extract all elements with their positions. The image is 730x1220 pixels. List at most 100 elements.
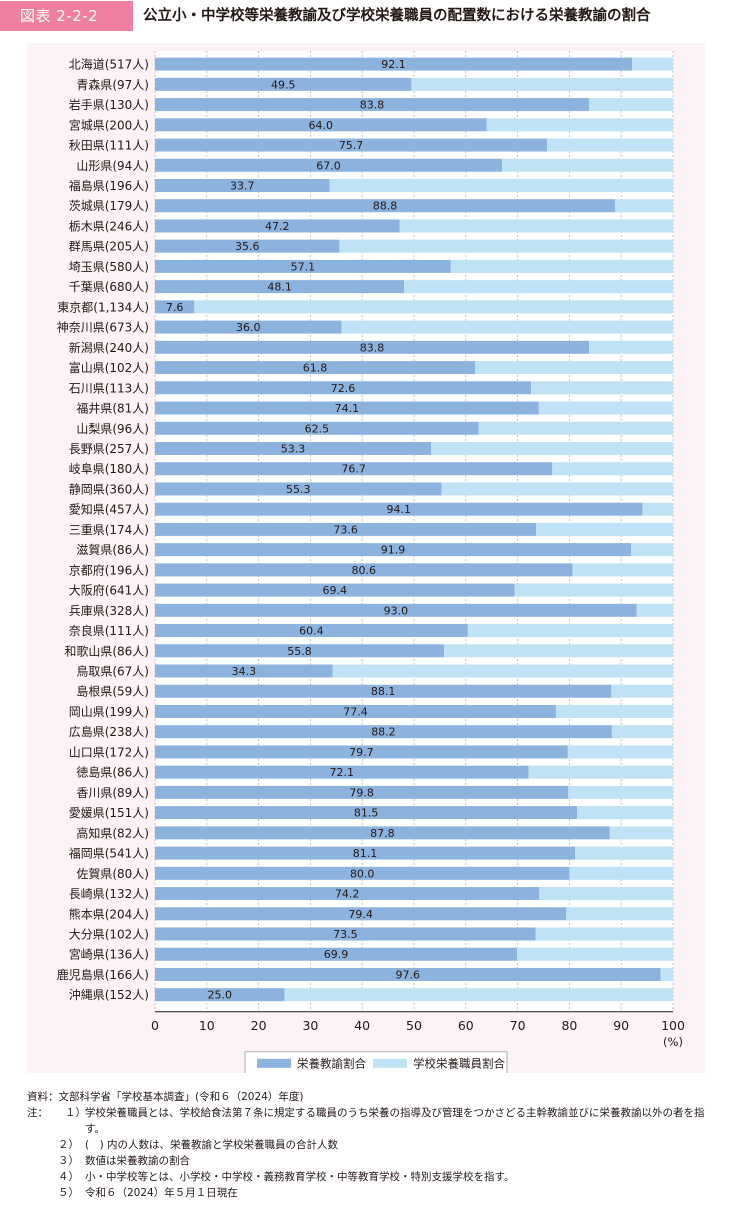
- category-label: 大阪府(641人): [69, 583, 149, 598]
- category-label: 石川県(113人): [69, 381, 149, 395]
- bar-secondary: [575, 846, 673, 860]
- data-label: 69.9: [324, 948, 349, 961]
- bar-primary: [155, 522, 537, 536]
- bar-secondary: [404, 280, 673, 294]
- category-label: 奈良県(111人): [69, 623, 149, 638]
- x-tick-label: 80: [561, 1018, 577, 1033]
- data-label: 73.6: [333, 523, 358, 536]
- source-note: 資料：文部科学省「学校基本調査」(令和６（2024）年度): [27, 1091, 304, 1103]
- bar-primary: [155, 543, 632, 557]
- data-label: 35.6: [235, 240, 259, 253]
- legend-swatch-primary: [257, 1058, 291, 1068]
- bar-secondary: [611, 684, 673, 698]
- bar-primary: [155, 381, 532, 395]
- category-label: 茨城県(179人): [69, 199, 149, 213]
- bar-secondary: [502, 158, 673, 172]
- bar-primary: [155, 239, 340, 253]
- bar-primary: [155, 765, 529, 779]
- data-label: 55.8: [287, 645, 312, 658]
- note-item-2: ２） ( ) 内の人数は、栄養教諭と学校栄養職員の合計人数: [27, 1137, 717, 1153]
- bar-secondary: [486, 118, 673, 132]
- bar-secondary: [332, 664, 673, 678]
- category-label: 香川県(89人): [76, 786, 149, 800]
- bar-primary: [155, 138, 548, 152]
- category-label: 三重県(174人): [69, 523, 149, 537]
- data-label: 81.1: [353, 847, 378, 860]
- note-text: 小・中学校等とは、小学校・中学校・義務教育学校・中等教育学校・特別支援学校を指す…: [85, 1171, 515, 1183]
- data-label: 25.0: [208, 989, 233, 1002]
- bar-secondary: [568, 785, 673, 799]
- note-number: ４）: [58, 1171, 79, 1183]
- note-item-5: ５） 令和６（2024）年５月１日現在: [27, 1185, 717, 1201]
- bar-secondary: [589, 98, 673, 112]
- category-label: 秋田県(111人): [69, 139, 149, 153]
- bar-secondary: [569, 866, 673, 880]
- bar-primary: [155, 300, 195, 314]
- category-label: 和歌山県(86人): [64, 643, 149, 658]
- data-label: 76.7: [341, 463, 366, 476]
- data-label: 81.5: [354, 807, 379, 820]
- bar-primary: [155, 806, 578, 820]
- x-tick-label: 0: [151, 1018, 159, 1033]
- bar-secondary: [475, 361, 673, 375]
- bar-secondary: [538, 401, 673, 415]
- bar-primary: [155, 57, 633, 71]
- category-label: 埼玉県(580人): [69, 260, 149, 274]
- data-label: 79.7: [349, 746, 374, 759]
- bar-secondary: [467, 624, 673, 638]
- data-label: 77.4: [343, 705, 368, 718]
- data-label: 55.3: [286, 483, 311, 496]
- bar-primary: [155, 866, 570, 880]
- bar-primary: [155, 502, 643, 516]
- bar-primary: [155, 77, 412, 91]
- bar-secondary: [329, 178, 673, 192]
- bar-secondary: [572, 563, 673, 577]
- bar-primary: [155, 725, 612, 739]
- data-label: 62.5: [305, 422, 330, 435]
- note-item-1: 注： １） 学校栄養職員とは、学校給食法第７条に規定する職員のうち栄養の指導及び…: [27, 1105, 717, 1137]
- data-label: 83.8: [360, 99, 385, 112]
- category-label: 岡山県(199人): [69, 705, 149, 719]
- data-label: 60.4: [299, 625, 324, 638]
- bar-secondary: [536, 522, 673, 536]
- data-label: 74.1: [335, 402, 360, 415]
- data-label: 88.8: [373, 200, 398, 213]
- category-label: 高知県(82人): [76, 825, 149, 840]
- category-label: 栃木県(246人): [69, 219, 149, 233]
- data-label: 75.7: [339, 139, 364, 152]
- x-tick-label: 50: [406, 1018, 422, 1033]
- bar-secondary: [528, 765, 673, 779]
- bar-primary: [155, 441, 432, 455]
- bar-secondary: [431, 441, 673, 455]
- bar-primary: [155, 603, 637, 617]
- data-label: 93.0: [384, 604, 409, 617]
- bar-secondary: [577, 806, 673, 820]
- category-label: 愛媛県(151人): [69, 806, 149, 820]
- category-label: 東京都(1,134人): [57, 300, 149, 314]
- category-label: 山口県(172人): [69, 745, 149, 759]
- category-label: 滋賀県(86人): [76, 543, 149, 557]
- category-label: 福岡県(541人): [69, 846, 149, 861]
- data-label: 69.4: [322, 584, 347, 597]
- category-label: 徳島県(86人): [76, 765, 149, 780]
- bar-primary: [155, 280, 405, 294]
- category-label: 富山県(102人): [69, 360, 149, 375]
- x-tick-label: 100: [661, 1018, 685, 1033]
- bar-primary: [155, 664, 333, 678]
- data-label: 73.5: [333, 928, 358, 941]
- bar-primary: [155, 624, 468, 638]
- data-label: 92.1: [381, 58, 406, 71]
- category-label: 鹿児島県(166人): [57, 967, 149, 982]
- category-label: 兵庫県(328人): [69, 604, 149, 618]
- note-text: ( ) 内の人数は、栄養教諭と学校栄養職員の合計人数: [85, 1139, 339, 1151]
- note-number: ５）: [58, 1187, 79, 1199]
- data-label: 33.7: [230, 179, 255, 192]
- bar-secondary: [441, 482, 673, 496]
- category-label: 群馬県(205人): [69, 240, 149, 254]
- category-label: 宮城県(200人): [69, 117, 149, 132]
- x-tick-label: 40: [354, 1018, 370, 1033]
- data-label: 80.0: [350, 867, 375, 880]
- data-label: 61.8: [303, 362, 328, 375]
- bar-secondary: [339, 239, 673, 253]
- note-item-4: ４） 小・中学校等とは、小学校・中学校・義務教育学校・中等教育学校・特別支援学校…: [27, 1169, 717, 1185]
